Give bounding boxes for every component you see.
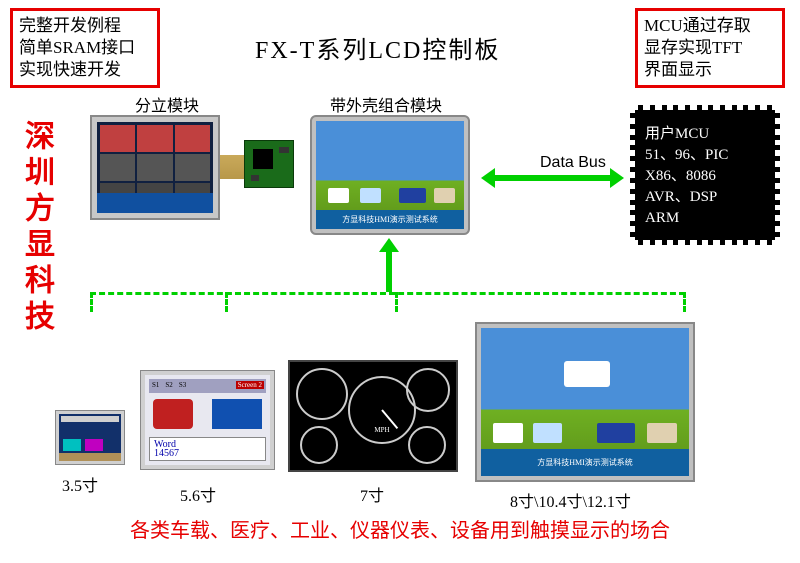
chip-pins-top [635,105,775,110]
size-label-5-6: 5.6寸 [180,482,216,506]
chip-pins-right [775,110,780,240]
flex-cable [220,155,245,179]
chip-line: AVR、DSP [645,187,765,208]
module-pcb [244,140,294,188]
chip-line: ARM [645,208,765,229]
feature-line: 简单SRAM接口 [19,37,151,59]
size-label-8-plus: 8寸\10.4寸\12.1寸 [510,488,631,512]
feature-line: 界面显示 [644,59,776,81]
page-title: FX-T系列LCD控制板 [255,30,500,65]
demo-bar-text: 方显科技HMI演示测试系统 [342,214,438,225]
feature-line: MCU通过存取 [644,15,776,37]
screen-5-6: S1 S2 S3 Screen 2 Word 14567 [140,370,275,470]
dashed-bracket-top [90,292,685,295]
dashed-bracket-v4 [683,292,686,312]
label-data-bus: Data Bus [540,154,606,172]
chip-pins-left [630,110,635,240]
screen-7: MPH [288,360,458,472]
chip-line: 51、96、PIC [645,145,765,166]
module-cased-screen: 方显科技HMI演示测试系统 [310,115,470,235]
label-cased: 带外壳组合模块 [330,92,442,116]
feature-box-right: MCU通过存取 显存实现TFT 界面显示 [635,8,785,88]
chip-line: X86、8086 [645,166,765,187]
mcu-chip: 用户MCU 51、96、PIC X86、8086 AVR、DSP ARM [635,110,775,240]
dashed-bracket-v3 [395,292,398,312]
arrow-data-bus [495,175,610,181]
demo-bar-text: 方显科技HMI演示测试系统 [537,457,633,468]
feature-line: 完整开发例程 [19,15,151,37]
screen-8-plus: 方显科技HMI演示测试系统 [475,322,695,482]
brand-vertical: 深圳方显科技 [14,120,58,336]
feature-box-left: 完整开发例程 简单SRAM接口 实现快速开发 [10,8,160,88]
footer-text: 各类车载、医疗、工业、仪器仪表、设备用到触摸显示的场合 [0,514,800,543]
label-discrete: 分立模块 [135,92,199,116]
module-discrete-lcd [90,115,220,220]
size-label-3-5: 3.5寸 [62,472,98,496]
screen-3-5 [55,410,125,465]
feature-line: 显存实现TFT [644,37,776,59]
size-label-7: 7寸 [360,482,384,506]
arrow-up-center [386,252,392,292]
chip-line: 用户MCU [645,124,765,145]
dashed-bracket-v2 [225,292,228,312]
feature-line: 实现快速开发 [19,59,151,81]
dashed-bracket-v1 [90,292,93,312]
chip-pins-bottom [635,240,775,245]
